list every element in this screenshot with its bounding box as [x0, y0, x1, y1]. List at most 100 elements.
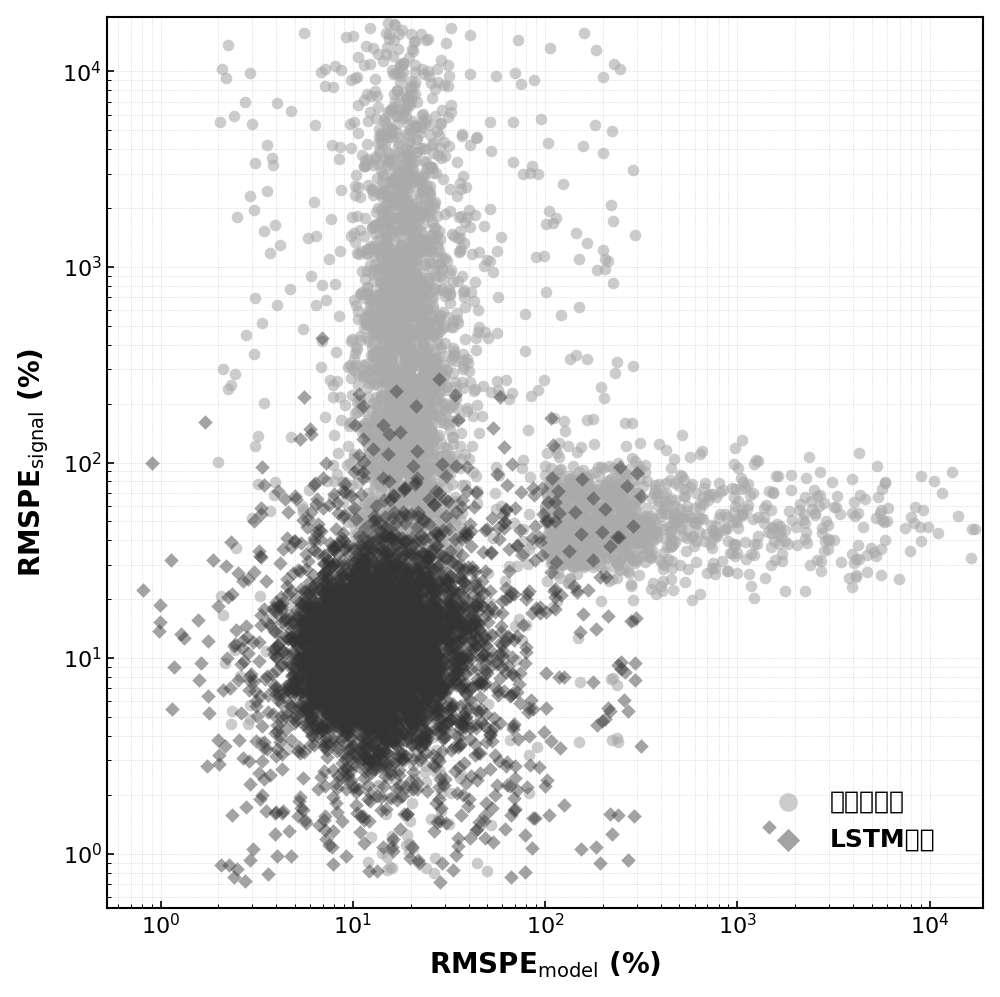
高斯牛顿法	[610, 557, 626, 573]
LSTM网络	[325, 630, 341, 646]
LSTM网络	[363, 665, 379, 681]
高斯牛顿法	[347, 70, 363, 86]
LSTM网络	[226, 868, 242, 884]
LSTM网络	[460, 700, 476, 716]
高斯牛顿法	[592, 558, 608, 574]
LSTM网络	[379, 546, 395, 562]
高斯牛顿法	[368, 619, 384, 635]
高斯牛顿法	[429, 430, 445, 446]
高斯牛顿法	[404, 410, 420, 426]
高斯牛顿法	[395, 450, 411, 466]
LSTM网络	[463, 523, 479, 539]
高斯牛顿法	[613, 512, 629, 528]
高斯牛顿法	[807, 507, 823, 523]
高斯牛顿法	[393, 547, 409, 563]
高斯牛顿法	[610, 482, 626, 498]
高斯牛顿法	[649, 529, 665, 545]
高斯牛顿法	[280, 741, 296, 757]
高斯牛顿法	[365, 556, 381, 572]
高斯牛顿法	[385, 540, 401, 556]
高斯牛顿法	[417, 408, 433, 424]
LSTM网络	[372, 635, 388, 651]
高斯牛顿法	[708, 490, 724, 505]
LSTM网络	[422, 570, 438, 586]
高斯牛顿法	[559, 482, 575, 498]
LSTM网络	[423, 706, 439, 722]
LSTM网络	[395, 668, 411, 684]
LSTM网络	[412, 636, 428, 652]
LSTM网络	[353, 707, 369, 723]
高斯牛顿法	[378, 214, 394, 230]
LSTM网络	[354, 636, 370, 652]
高斯牛顿法	[403, 93, 419, 109]
高斯牛顿法	[612, 552, 628, 568]
高斯牛顿法	[425, 407, 441, 423]
LSTM网络	[391, 625, 407, 641]
高斯牛顿法	[404, 461, 420, 477]
高斯牛顿法	[395, 219, 411, 235]
LSTM网络	[386, 488, 402, 503]
LSTM网络	[353, 646, 369, 662]
LSTM网络	[310, 781, 326, 797]
LSTM网络	[339, 726, 355, 742]
LSTM网络	[329, 667, 345, 683]
高斯牛顿法	[372, 340, 388, 356]
高斯牛顿法	[410, 389, 426, 405]
高斯牛顿法	[408, 132, 424, 148]
LSTM网络	[413, 660, 429, 676]
高斯牛顿法	[430, 74, 446, 90]
LSTM网络	[357, 620, 373, 636]
LSTM网络	[367, 637, 383, 653]
高斯牛顿法	[848, 569, 864, 585]
LSTM网络	[426, 657, 442, 673]
高斯牛顿法	[586, 556, 602, 572]
LSTM网络	[283, 539, 299, 555]
LSTM网络	[152, 614, 168, 630]
LSTM网络	[311, 604, 327, 620]
高斯牛顿法	[553, 471, 569, 487]
高斯牛顿法	[365, 262, 381, 278]
高斯牛顿法	[571, 524, 587, 540]
高斯牛顿法	[418, 860, 434, 876]
LSTM网络	[439, 623, 455, 639]
高斯牛顿法	[409, 214, 425, 230]
LSTM网络	[335, 626, 351, 642]
LSTM网络	[373, 633, 389, 649]
LSTM网络	[382, 664, 398, 680]
高斯牛顿法	[629, 551, 645, 567]
LSTM网络	[469, 772, 485, 788]
LSTM网络	[363, 697, 379, 713]
LSTM网络	[362, 717, 378, 733]
LSTM网络	[313, 600, 329, 616]
高斯牛顿法	[424, 364, 440, 380]
LSTM网络	[348, 697, 364, 713]
LSTM网络	[455, 707, 471, 723]
LSTM网络	[421, 547, 437, 563]
高斯牛顿法	[420, 421, 436, 437]
LSTM网络	[337, 640, 353, 656]
LSTM网络	[407, 657, 423, 673]
高斯牛顿法	[599, 484, 615, 499]
高斯牛顿法	[741, 566, 757, 582]
LSTM网络	[391, 535, 407, 551]
高斯牛顿法	[642, 549, 658, 565]
LSTM网络	[404, 625, 420, 641]
高斯牛顿法	[384, 62, 400, 78]
LSTM网络	[421, 667, 437, 683]
高斯牛顿法	[385, 442, 401, 458]
高斯牛顿法	[607, 498, 623, 514]
高斯牛顿法	[591, 518, 607, 534]
高斯牛顿法	[438, 520, 454, 536]
高斯牛顿法	[343, 141, 359, 157]
LSTM网络	[390, 620, 406, 636]
高斯牛顿法	[644, 510, 660, 526]
高斯牛顿法	[468, 330, 484, 346]
高斯牛顿法	[678, 512, 694, 528]
高斯牛顿法	[352, 332, 368, 348]
LSTM网络	[331, 658, 347, 674]
LSTM网络	[319, 636, 335, 652]
高斯牛顿法	[428, 366, 444, 382]
LSTM网络	[404, 681, 420, 697]
LSTM网络	[325, 678, 341, 694]
LSTM网络	[357, 713, 373, 729]
